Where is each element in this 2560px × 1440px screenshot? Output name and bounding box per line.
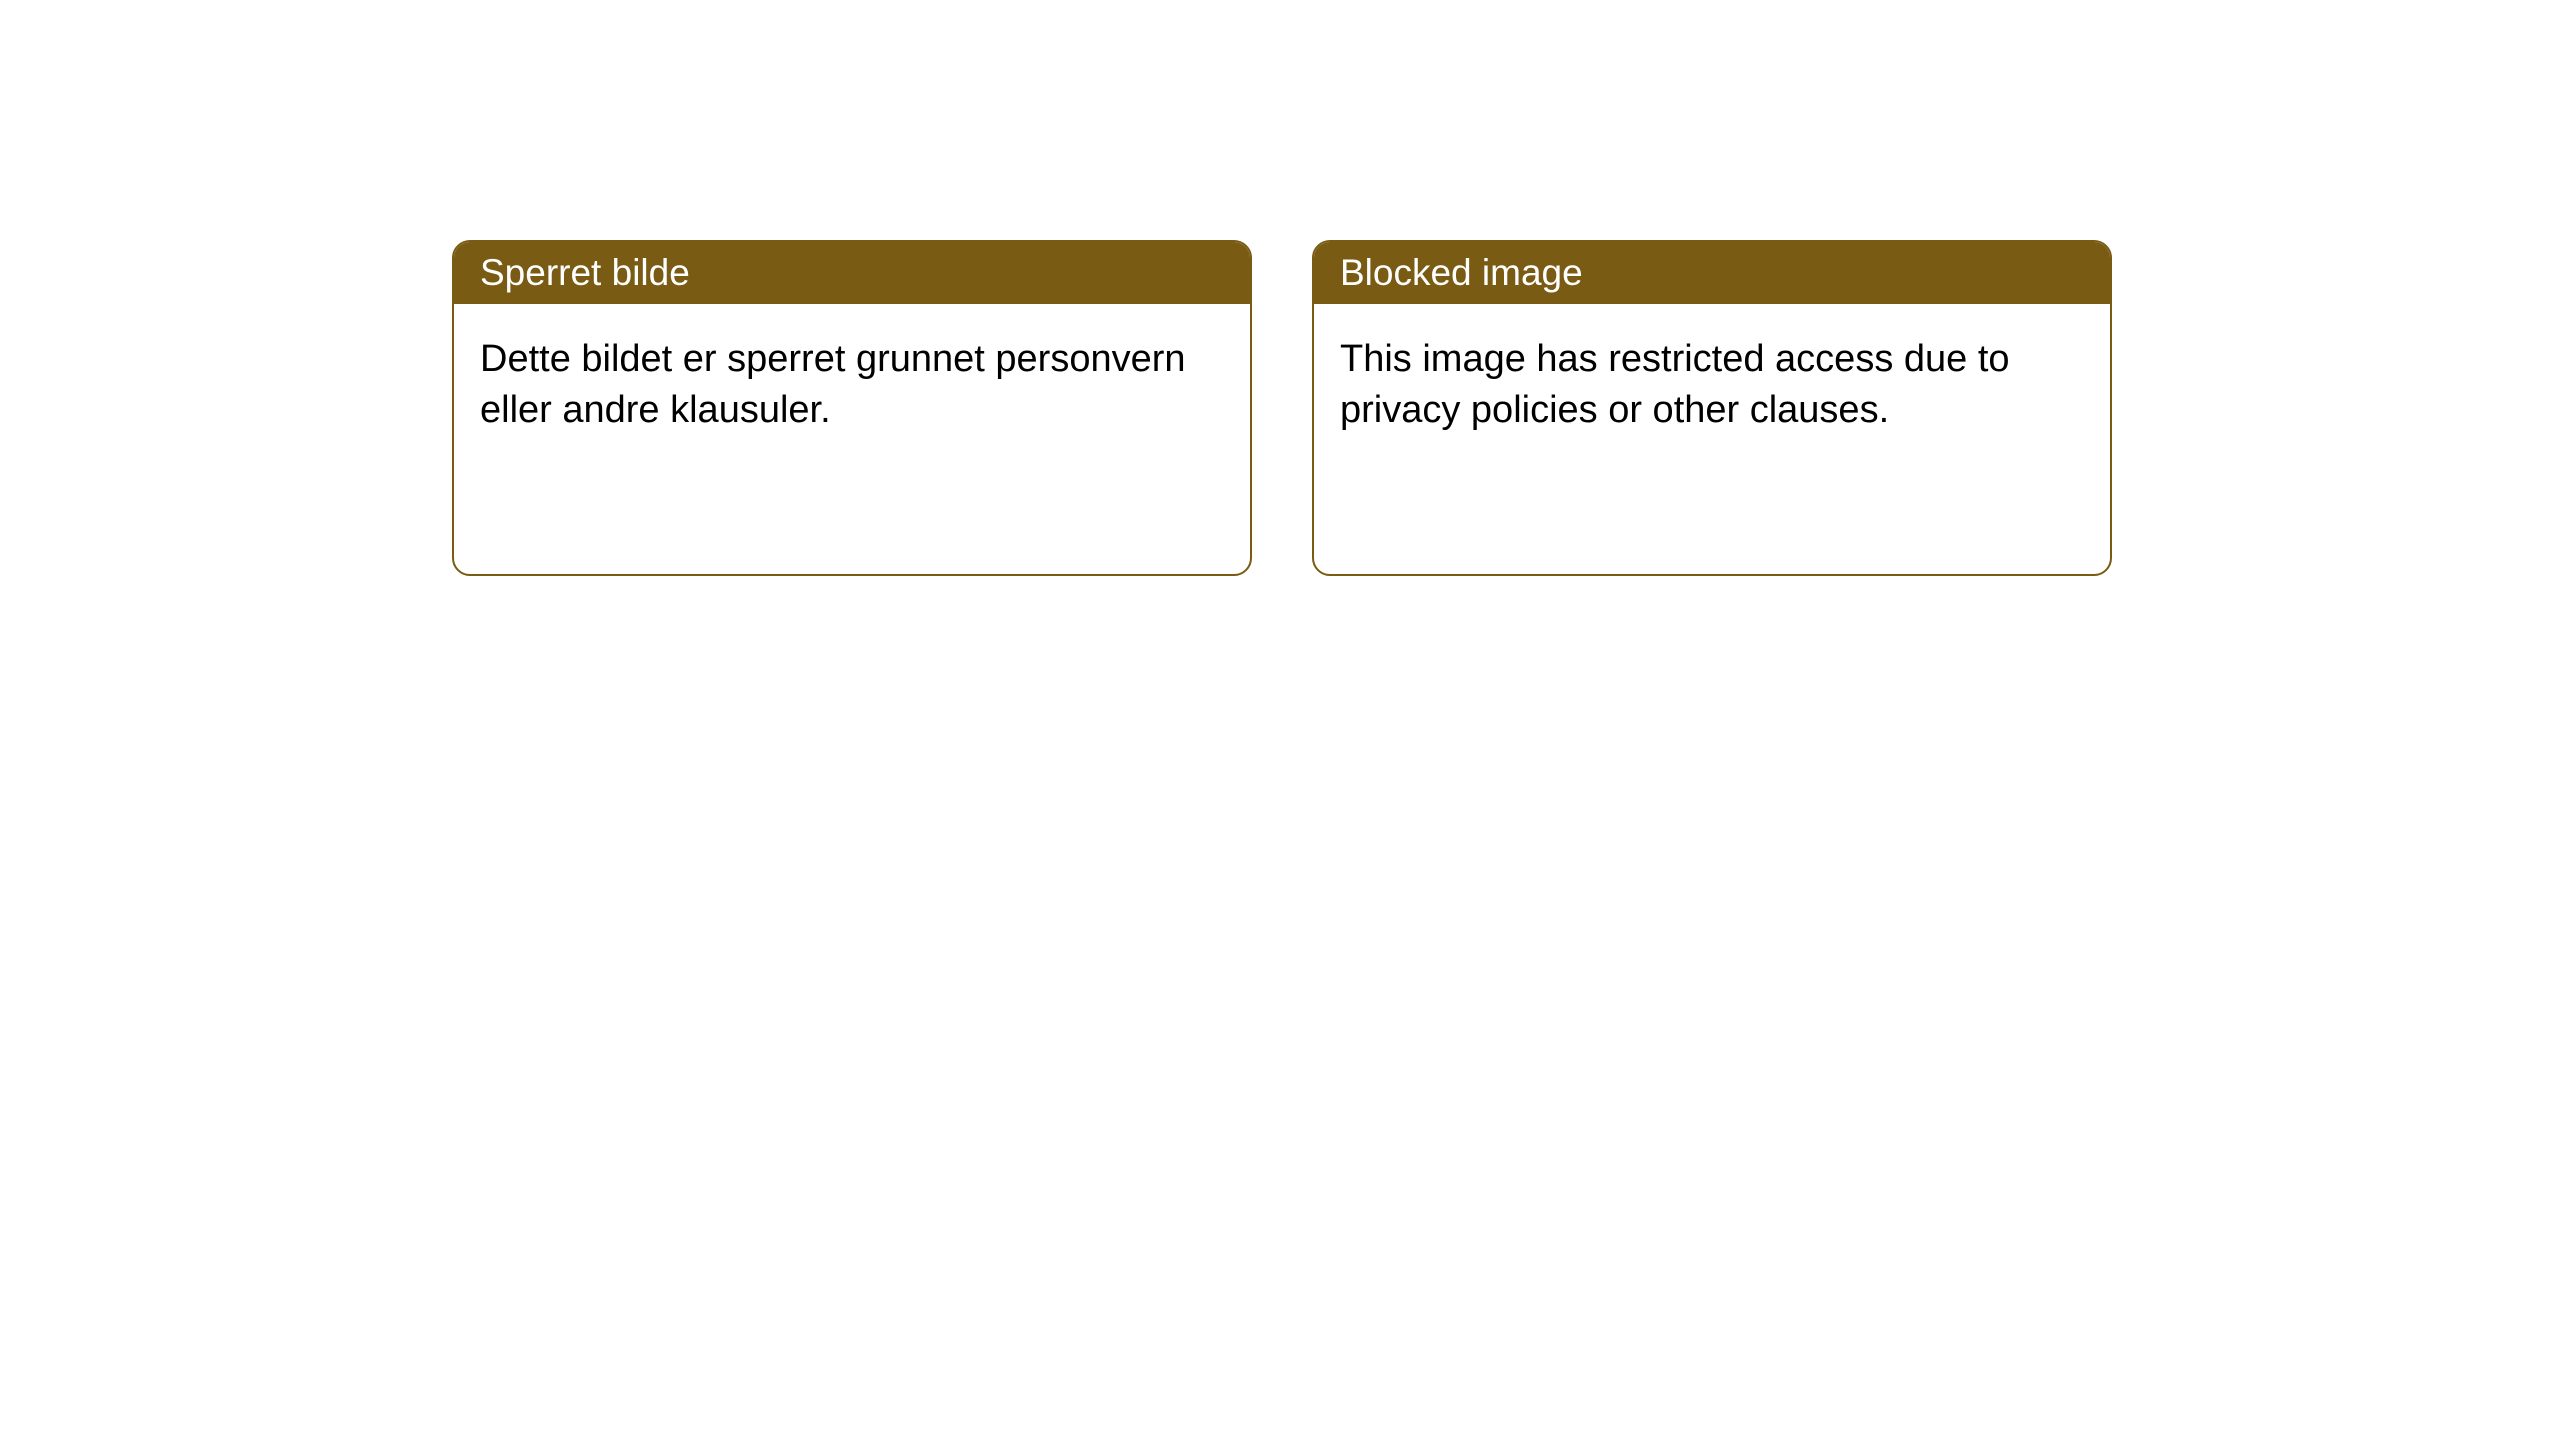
notice-card-title: Blocked image [1314, 242, 2110, 304]
notice-card-norwegian: Sperret bilde Dette bildet er sperret gr… [452, 240, 1252, 576]
notice-card-body: Dette bildet er sperret grunnet personve… [454, 304, 1250, 574]
notice-container: Sperret bilde Dette bildet er sperret gr… [0, 0, 2560, 576]
notice-card-title: Sperret bilde [454, 242, 1250, 304]
notice-card-body: This image has restricted access due to … [1314, 304, 2110, 574]
notice-card-english: Blocked image This image has restricted … [1312, 240, 2112, 576]
